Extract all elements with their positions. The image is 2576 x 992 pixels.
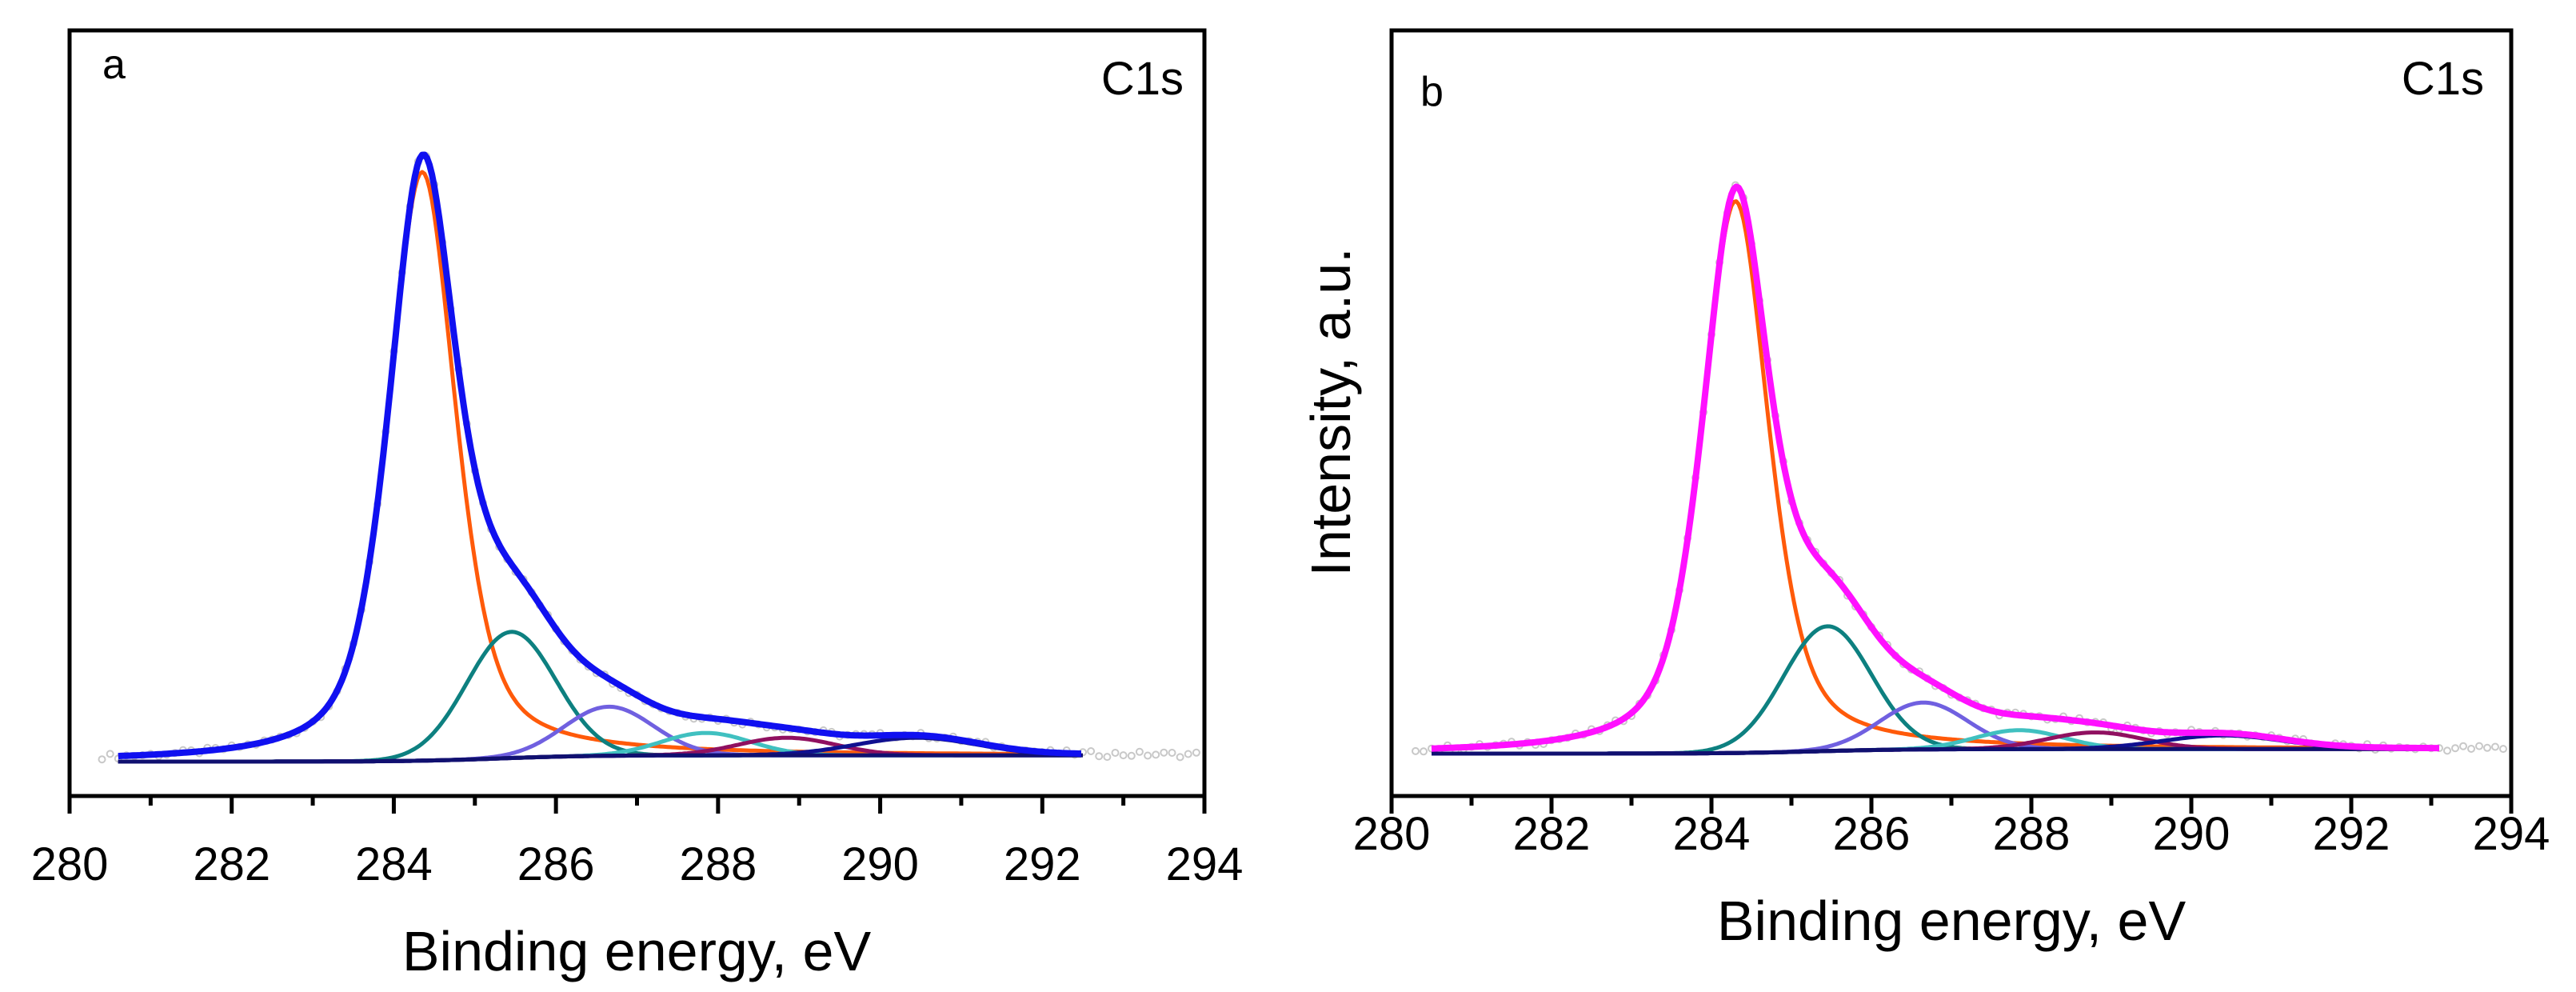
panel-a-x-axis-ticks: 280 282 284 286 288 290 292 294	[31, 796, 1244, 890]
raw-data-point	[2483, 743, 2491, 752]
x-tick-label: 290	[841, 838, 919, 890]
raw-data-point	[1103, 753, 1112, 762]
x-tick-label: 288	[679, 838, 757, 890]
x-tick-label: 286	[517, 838, 595, 890]
x-tick-label: 292	[1004, 838, 1081, 890]
panel-b-plot-frame	[1389, 28, 2514, 798]
panel-b-c1s-annotation: C1s	[2402, 53, 2484, 105]
raw-data-point	[1160, 748, 1168, 757]
panel-b: 280 282 284 286 288 290 292 294 b C1s Binding e…	[1300, 28, 2550, 952]
background-baseline	[118, 753, 1083, 764]
x-tick-label: 282	[193, 838, 270, 890]
x-tick-label: 282	[1513, 808, 1591, 860]
raw-data-point	[1192, 748, 1200, 757]
raw-data-point	[1119, 751, 1128, 760]
x-tick-label: 284	[355, 838, 433, 890]
raw-data-point	[1127, 751, 1136, 760]
raw-data-point	[1420, 747, 1428, 756]
raw-data-points	[98, 152, 1200, 764]
x-tick-label: 280	[31, 838, 109, 890]
panel-b-label: b	[1420, 69, 1444, 115]
x-tick-label: 284	[1673, 808, 1751, 860]
component-peak-c1	[118, 170, 1081, 758]
component-peak-c1	[1431, 199, 2439, 751]
fitted-envelope	[1431, 183, 2440, 752]
raw-data-point	[2491, 742, 2499, 751]
panel-a: 280 282 284 286 288 290 292 294 a C1s Binding e…	[31, 28, 1244, 982]
raw-data-point	[2467, 745, 2475, 753]
raw-data-point	[98, 755, 106, 764]
raw-data-point	[106, 750, 114, 758]
raw-data-point	[2475, 742, 2483, 750]
panel-a-c1s-annotation: C1s	[1101, 53, 1184, 105]
raw-data-point	[1152, 750, 1160, 759]
raw-data-point	[2499, 745, 2507, 754]
raw-data-point	[1111, 749, 1120, 757]
x-tick-label: 294	[2473, 808, 2550, 860]
raw-data-point	[1144, 751, 1152, 760]
raw-data-point	[2451, 744, 2459, 753]
x-tick-label: 286	[1833, 808, 1911, 860]
raw-data-point	[1168, 749, 1176, 757]
raw-data-point	[1095, 752, 1104, 761]
raw-data-point	[1412, 746, 1420, 755]
panel-a-plot-frame	[67, 28, 1207, 798]
raw-data-point	[1135, 747, 1144, 756]
x-tick-label: 280	[1353, 808, 1431, 860]
panel-b-y-axis-title: Intensity, a.u.	[1300, 247, 1362, 576]
raw-data-point	[2443, 746, 2451, 755]
panel-b-x-axis-ticks: 280 282 284 286 288 290 292 294	[1353, 796, 2550, 860]
raw-data-point	[2459, 742, 2467, 750]
raw-data-point	[1184, 750, 1192, 758]
panel-b-series	[1412, 181, 2507, 756]
raw-data-points	[1412, 181, 2507, 756]
panel-a-series	[98, 151, 1200, 764]
x-tick-label: 288	[1993, 808, 2071, 860]
panel-a-label: a	[102, 42, 126, 88]
raw-data-point	[1176, 753, 1184, 762]
x-tick-label: 290	[2153, 808, 2231, 860]
fitted-envelope	[117, 151, 1082, 760]
x-tick-label: 292	[2313, 808, 2390, 860]
panel-a-x-axis-title: Binding energy, eV	[402, 920, 872, 982]
raw-data-point	[1087, 747, 1096, 755]
background-baseline	[1432, 746, 2439, 756]
x-tick-label: 294	[1166, 838, 1244, 890]
panel-b-x-axis-title: Binding energy, eV	[1717, 890, 2187, 952]
